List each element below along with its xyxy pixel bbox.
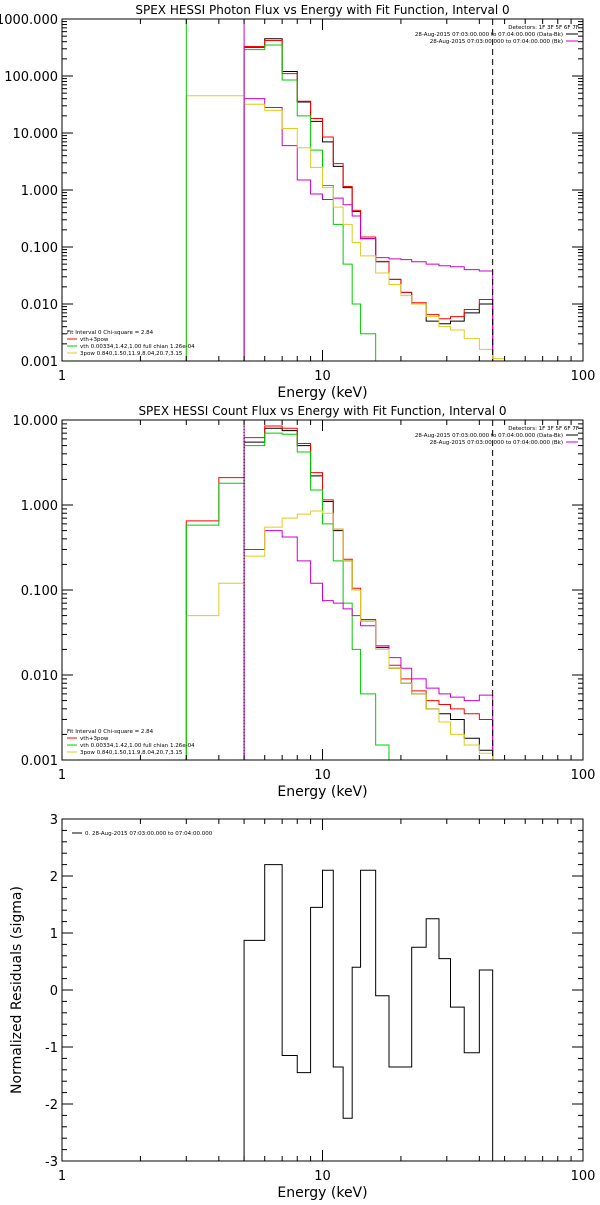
legend-header: Fit Interval 0 Chi-square = 2.84 — [67, 330, 154, 336]
legend-entry: 3pow 0.840,1.50,11.9,8.04,20.7,3.15 — [80, 750, 183, 756]
y-tick-label: 10.000 — [13, 414, 59, 429]
y-tick-label: 0 — [50, 984, 58, 999]
detector-text: 28-Aug-2015 07:03:00.000 to 07:04:00.000… — [415, 433, 563, 439]
y-tick-label: 2 — [50, 870, 58, 885]
plot-area — [185, 420, 494, 760]
plot-area — [243, 864, 494, 1161]
y-tick-label: 1000.000 — [0, 13, 58, 28]
y-tick-label: 1 — [50, 927, 58, 942]
x-tick-label: 1 — [58, 369, 66, 384]
series-line-4 — [243, 530, 494, 760]
y-tick-label: -3 — [45, 1155, 58, 1170]
x-tick-label: 1 — [58, 768, 66, 783]
chart-3: 1 10 100 Energy (keV) -3 -2 -1 0 1 2 3 Normalized R… — [9, 813, 596, 1201]
series-line-1 — [243, 427, 494, 760]
plot-area — [185, 19, 506, 361]
x-tick-label: 100 — [571, 768, 596, 783]
legend-entry: vth 0.00334,1.42,1.00 full chian 1.26e-0… — [80, 344, 195, 350]
y-tick-label: -1 — [45, 1041, 58, 1056]
detector-text: 28-Aug-2015 07:03:00.000 to 07:04:00.000… — [415, 32, 563, 38]
y-axis-label: Normalized Residuals (sigma) — [9, 886, 25, 1094]
legend-entry: vth 0.00334,1.42,1.00 full chian 1.26e-0… — [80, 743, 195, 749]
y-tick-label: 0.010 — [21, 669, 58, 684]
x-tick-label: 10 — [314, 768, 331, 783]
y-tick-label: 0.010 — [21, 298, 58, 313]
x-tick-label: 10 — [314, 1169, 331, 1184]
series-line-4 — [243, 98, 494, 361]
legend-header: Fit Interval 0 Chi-square = 2.84 — [67, 729, 154, 735]
x-axis-label: Energy (keV) — [277, 784, 367, 800]
y-tick-label: 1.000 — [21, 499, 58, 514]
detector-text: 28-Aug-2015 07:03:00.000 to 07:04:00.000… — [430, 39, 563, 45]
legend-entry: 0. 28-Aug-2015 07:03:00.000 to 07:04:00.… — [85, 831, 213, 837]
y-tick-label: 10.000 — [13, 127, 59, 142]
y-tick-label: 3 — [50, 813, 58, 828]
x-tick-label: 100 — [571, 1169, 596, 1184]
detector-text: Detectors: 1F 3F 5F 6F 7F — [508, 25, 579, 31]
series-line-1 — [243, 38, 494, 361]
series-line-2 — [243, 39, 494, 361]
x-tick-label: 100 — [571, 369, 596, 384]
y-tick-label: 0.100 — [21, 241, 58, 256]
series-line-5 — [185, 510, 494, 760]
series-line-3 — [243, 44, 390, 361]
series-line-5 — [185, 95, 506, 361]
legend-entry: vth+3pow — [80, 736, 109, 742]
y-tick-label: 0.100 — [21, 584, 58, 599]
x-axis-label: Energy (keV) — [277, 385, 367, 401]
chart-title: SPEX HESSI Photon Flux vs Energy with Fi… — [135, 3, 509, 17]
x-tick-label: 1 — [58, 1169, 66, 1184]
x-tick-label: 10 — [314, 369, 331, 384]
y-tick-label: 0.001 — [21, 355, 58, 370]
plot-frame — [61, 18, 584, 362]
detector-text: Detectors: 1F 3F 5F 6F 7F — [508, 426, 579, 432]
legend-entry: vth+3pow — [80, 337, 109, 343]
y-tick-label: 0.001 — [21, 754, 58, 769]
legend-entry: 3pow 0.840,1.50,11.9,8.04,20.7,3.15 — [80, 351, 183, 357]
chart-title: SPEX HESSI Count Flux vs Energy with Fit… — [138, 404, 506, 418]
x-axis-label: Energy (keV) — [277, 1185, 367, 1200]
y-tick-label: 100.000 — [4, 70, 58, 85]
detector-text: 28-Aug-2015 07:03:00.000 to 07:04:00.000… — [430, 440, 563, 446]
series-line-2 — [185, 425, 494, 760]
y-tick-label: -2 — [45, 1098, 58, 1113]
series-line-1 — [243, 864, 494, 1161]
chart-2: SPEX HESSI Count Flux vs Energy with Fit… — [13, 404, 596, 800]
y-tick-label: 1.000 — [21, 184, 58, 199]
chart-1: SPEX HESSI Photon Flux vs Energy with Fi… — [0, 3, 595, 401]
